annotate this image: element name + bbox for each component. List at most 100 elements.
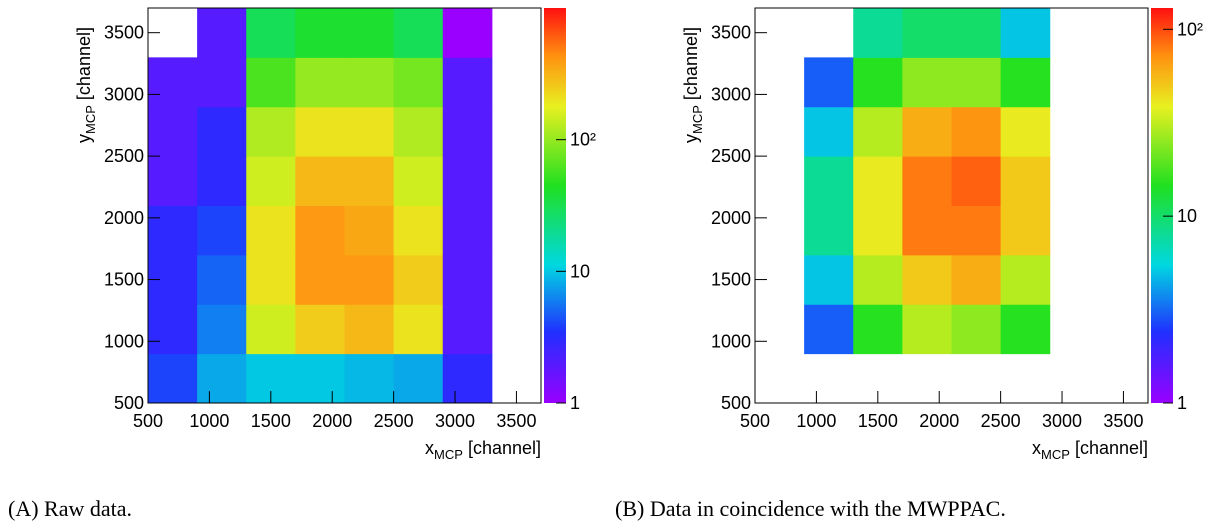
axis-label-part: [channel]: [681, 27, 701, 105]
heatmap-cell: [951, 156, 1002, 206]
heatmap-cell: [804, 106, 854, 157]
axis-label-part: MCP: [690, 105, 705, 134]
heatmap-cell: [853, 156, 903, 206]
x-tick-label: 500: [133, 411, 163, 431]
heatmap-cell: [246, 156, 296, 206]
heatmap-cell: [902, 106, 952, 157]
z-tick-label: 1: [1177, 393, 1187, 413]
heatmap-cell: [442, 254, 493, 305]
heatmap-cell: [344, 304, 395, 355]
heatmap-cell: [442, 353, 493, 404]
y-tick-label: 2500: [711, 146, 751, 166]
y-tick-label: 3500: [711, 23, 751, 43]
heatmap-cell: [902, 8, 952, 58]
heatmap-cell: [804, 254, 854, 305]
heatmap-cell: [902, 254, 952, 305]
z-tick-label: 10²: [1177, 19, 1203, 39]
heatmap-cell: [804, 304, 854, 355]
heatmap-cell: [344, 156, 395, 206]
heatmap-cell: [853, 8, 903, 58]
heatmap-cell: [295, 57, 345, 108]
heatmap-cell: [246, 304, 296, 355]
heatmap-cell: [295, 205, 345, 256]
axis-label-part: x: [425, 438, 434, 458]
heatmap-cell: [393, 304, 444, 355]
heatmap-cell: [197, 254, 247, 305]
heatmap-cell: [951, 8, 1002, 58]
heatmap-cell: [295, 8, 345, 58]
y-tick-label: 500: [114, 393, 144, 413]
x-tick-label: 2500: [981, 411, 1021, 431]
heatmap-cell: [902, 156, 952, 206]
heatmap-cell: [197, 304, 247, 355]
x-tick-label: 2500: [374, 411, 414, 431]
heatmap-cell: [442, 57, 493, 108]
heatmap-cell: [442, 304, 493, 355]
x-tick-label: 3500: [496, 411, 536, 431]
heatmap-cell: [1000, 304, 1051, 355]
axis-label-part: y: [74, 134, 94, 143]
heatmap-cell: [853, 254, 903, 305]
y-tick-label: 1500: [711, 270, 751, 290]
z-tick-label: 10: [570, 261, 590, 281]
axis-label-part: MCP: [434, 447, 463, 462]
heatmap-cell: [344, 353, 395, 404]
y-tick-label: 3500: [104, 23, 144, 43]
z-tick-label: 1: [570, 393, 580, 413]
colorbar: [1151, 8, 1173, 403]
y-axis-label: yMCP [channel]: [74, 27, 98, 143]
heatmap-cell: [246, 205, 296, 256]
x-tick-label: 1000: [189, 411, 229, 431]
heatmap-cell: [393, 156, 444, 206]
heatmap-cell: [393, 254, 444, 305]
heatmap-cell: [344, 254, 395, 305]
x-tick-label: 2000: [919, 411, 959, 431]
y-tick-label: 1000: [104, 331, 144, 351]
axis-label-part: [channel]: [1070, 438, 1148, 458]
heatmap-cell: [295, 156, 345, 206]
heatmap-cell: [344, 8, 395, 58]
heatmap-cell: [393, 205, 444, 256]
heatmap-cell: [1000, 57, 1051, 108]
heatmap-cell: [148, 205, 198, 256]
heatmap-cell: [197, 205, 247, 256]
y-tick-label: 2000: [104, 208, 144, 228]
plot-frame: [147, 7, 542, 404]
heatmap-cell: [295, 304, 345, 355]
heatmap-cell: [344, 205, 395, 256]
heatmap-cell: [804, 156, 854, 206]
axis-label-part: [channel]: [463, 438, 541, 458]
axis-label-part: MCP: [83, 105, 98, 134]
heatmap-cell: [393, 8, 444, 58]
x-axis-label: xMCP [channel]: [1032, 438, 1148, 462]
heatmap-cell: [902, 205, 952, 256]
y-tick-label: 3000: [104, 84, 144, 104]
heatmap-cell: [1000, 205, 1051, 256]
heatmap-cell: [393, 57, 444, 108]
heatmap-cell: [1000, 254, 1051, 305]
heatmap-cell: [393, 106, 444, 157]
heatmap-cell: [246, 57, 296, 108]
y-tick-label: 2500: [104, 146, 144, 166]
x-tick-label: 1500: [251, 411, 291, 431]
heatmap-cell: [804, 205, 854, 256]
heatmap-cell: [197, 57, 247, 108]
heatmap-cell: [148, 353, 198, 404]
x-tick-label: 3000: [435, 411, 475, 431]
heatmap-cell: [951, 304, 1002, 355]
x-tick-label: 1500: [858, 411, 898, 431]
x-tick-label: 3500: [1103, 411, 1143, 431]
heatmap-cell: [295, 353, 345, 404]
z-tick-label: 10: [1177, 206, 1197, 226]
heatmap-cell: [1000, 156, 1051, 206]
heatmap-cell: [1000, 8, 1051, 58]
heatmap-cell: [853, 304, 903, 355]
y-tick-label: 3000: [711, 84, 751, 104]
heatmap-cell: [295, 106, 345, 157]
caption: (B) Data in coincidence with the MWPPAC.: [615, 496, 1006, 521]
heatmap-cell: [853, 106, 903, 157]
heatmap-cell: [344, 106, 395, 157]
heatmap-cell: [1000, 106, 1051, 157]
heatmap-cell: [197, 8, 247, 58]
